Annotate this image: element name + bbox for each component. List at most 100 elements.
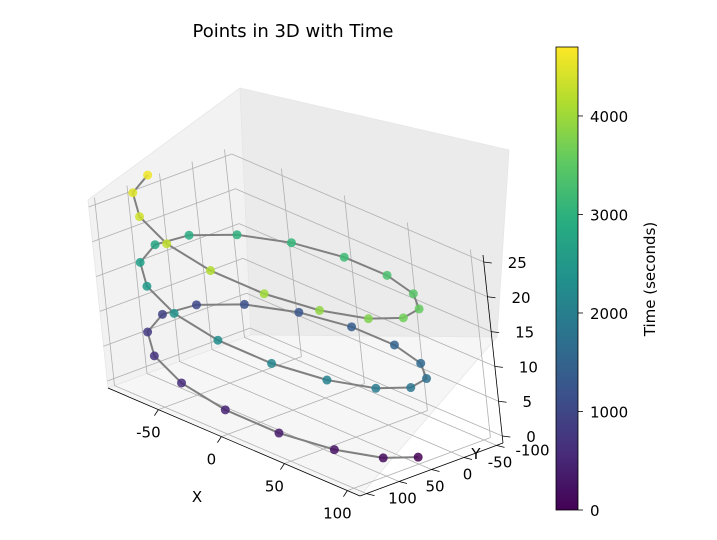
scatter-point: [239, 299, 249, 309]
scatter-point: [259, 289, 269, 299]
colorbar-gradient: [555, 46, 579, 511]
y-tick-label: -100: [515, 441, 549, 459]
y-tick: [431, 469, 440, 472]
scatter-point: [286, 238, 296, 248]
scatter-point: [389, 340, 399, 350]
y-tick-label: -50: [488, 453, 513, 471]
x-tick-label: -50: [136, 424, 161, 442]
scatter-point: [413, 452, 423, 462]
y-gridline-floor: [114, 385, 367, 494]
x-tick-label: 50: [265, 478, 284, 496]
y-gridline-floor: [179, 361, 432, 470]
scatter-point: [184, 230, 194, 240]
scatter-point: [414, 304, 424, 314]
scatter-point: [274, 428, 284, 438]
scatter-points: [128, 170, 432, 463]
scatter-point: [169, 308, 179, 318]
y-tick: [463, 457, 473, 460]
colorbar-ticks: 0 1000 2000 3000 4000: [578, 108, 628, 520]
scatter-point: [205, 266, 215, 276]
y-gridline-floor: [244, 337, 497, 446]
x-tick-label: 100: [323, 505, 352, 523]
y-axis-line: [359, 442, 504, 497]
x-axis-label: X: [192, 488, 202, 506]
colorbar-label: Time (seconds): [641, 222, 659, 338]
colorbar-tick-label: 3000: [590, 206, 628, 224]
scatter-point: [371, 383, 381, 393]
scatter-point: [191, 300, 201, 310]
scatter-point: [143, 327, 153, 337]
z-gridline-right: [231, 153, 484, 263]
scatter-point: [382, 270, 392, 280]
y-gridline-floor: [146, 373, 400, 482]
colorbar-tick-label: 2000: [590, 305, 628, 323]
z-tick: [494, 366, 503, 368]
scatter-point: [142, 281, 152, 291]
z-tick-label: 20: [511, 289, 530, 307]
x-gridline-wall: [281, 168, 302, 357]
scatter-point: [267, 358, 277, 368]
scatter-point: [329, 445, 339, 455]
grid-lines: [88, 149, 503, 494]
x-tick: [343, 490, 348, 497]
chart-title: Points in 3D with Time: [193, 21, 394, 42]
z-gridline-left: [107, 327, 251, 382]
z-gridline-left: [96, 223, 240, 277]
scatter-point: [162, 239, 172, 249]
scatter-point: [422, 374, 432, 384]
z-gridline-left: [92, 188, 236, 243]
y-tick: [398, 481, 408, 484]
scatter-point: [149, 351, 159, 361]
scatter-point: [406, 383, 416, 393]
scatter-point: [416, 358, 426, 368]
x-gridline-wall: [470, 249, 491, 438]
scatter-point: [135, 212, 145, 222]
scatter-point: [398, 313, 408, 323]
z-axis-line: [482, 254, 504, 444]
z-tick-label: 10: [519, 358, 538, 376]
scatter-point: [347, 322, 357, 332]
scatter-point: [339, 252, 349, 262]
z-tick: [498, 400, 507, 403]
y-tick: [366, 493, 375, 496]
scatter-point: [220, 405, 230, 415]
colorbar-tick-label: 0: [590, 502, 600, 520]
z-gridline-right: [250, 327, 503, 437]
scatter-point: [150, 240, 160, 250]
y-tick-label: 100: [388, 490, 417, 508]
scatter-point: [157, 309, 167, 319]
z-tick-label: 0: [526, 428, 536, 446]
z-gridline-right: [235, 188, 488, 298]
scatter-point: [408, 289, 418, 299]
scatter-point: [128, 188, 138, 198]
z-tick-label: 25: [508, 254, 527, 272]
y-gridline-wall: [126, 185, 148, 374]
scatter-point: [135, 257, 145, 267]
y-tick-label: 0: [463, 466, 473, 484]
y-axis-label: Y: [470, 445, 481, 463]
z-tick: [502, 435, 511, 438]
scatter-point: [232, 230, 242, 240]
x-tick: [154, 409, 159, 416]
scatter-point: [315, 305, 325, 315]
z-gridline-left: [103, 292, 247, 347]
colorbar-tick-label: 4000: [590, 108, 628, 126]
scatter-point: [213, 335, 223, 345]
x-tick: [280, 463, 285, 470]
y-gridline-wall: [94, 197, 115, 386]
z-tick: [487, 296, 496, 299]
z-tick-label: 5: [523, 393, 533, 411]
scatter-point: [294, 307, 304, 317]
scatter-point: [177, 378, 187, 388]
z-gridline-left: [99, 258, 243, 312]
z-gridline-right: [242, 258, 496, 367]
colorbar-tick-label: 1000: [590, 403, 628, 421]
axis-lines: [107, 254, 511, 497]
scatter-point: [363, 314, 373, 324]
scatter-point: [143, 170, 153, 180]
x-gridline-wall: [344, 195, 365, 384]
x-tick: [217, 436, 222, 443]
